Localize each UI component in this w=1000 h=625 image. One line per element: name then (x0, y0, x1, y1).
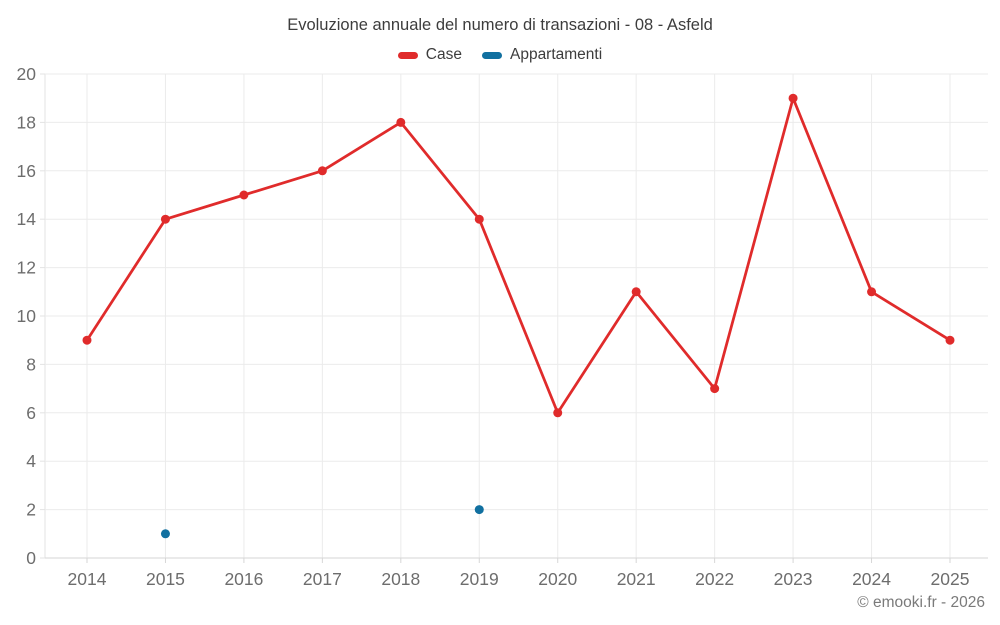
y-tick-label: 18 (17, 112, 36, 132)
appartamenti-point-2015[interactable] (160, 529, 170, 539)
appartamenti-series-swatch-icon (481, 51, 502, 59)
case-point-2017[interactable] (317, 166, 327, 176)
x-axis-labels: 2014 2015 2016 2017 2018 2019 2020 2021 2022 2023… (68, 558, 970, 589)
copyright-text: © emooki.fr - 2026 (857, 594, 985, 611)
x-tick-label: 2022 (695, 569, 734, 589)
case-point-2022[interactable] (710, 384, 720, 394)
x-tick-label: 2015 (146, 569, 185, 589)
case-series-points (82, 93, 955, 418)
case-point-2023[interactable] (788, 93, 798, 103)
case-point-2021[interactable] (631, 287, 641, 297)
x-tick-label: 2024 (852, 569, 891, 589)
y-tick-label: 6 (26, 403, 36, 423)
appartamenti-series-points (160, 505, 484, 539)
case-series-swatch-icon (397, 51, 418, 59)
x-tick-label: 2019 (460, 569, 499, 589)
x-tick-label: 2017 (303, 569, 342, 589)
x-tick-label: 2018 (381, 569, 420, 589)
y-tick-label: 12 (17, 258, 36, 278)
case-point-2025[interactable] (945, 335, 955, 345)
case-point-2016[interactable] (239, 190, 249, 200)
y-tick-label: 16 (17, 161, 36, 181)
y-tick-label: 8 (26, 354, 36, 374)
x-tick-label: 2014 (68, 569, 107, 589)
case-point-2019[interactable] (474, 214, 484, 224)
legend-item-case[interactable]: Case (397, 46, 462, 64)
case-point-2024[interactable] (867, 287, 877, 297)
y-tick-label: 10 (17, 306, 37, 326)
case-point-2020[interactable] (553, 408, 563, 418)
y-tick-label: 14 (17, 209, 37, 229)
case-point-2015[interactable] (160, 214, 170, 224)
legend-item-appartamenti[interactable]: Appartamenti (481, 46, 603, 64)
case-point-2014[interactable] (82, 335, 92, 345)
case-series-line (85, 96, 952, 415)
horizontal-gridlines (40, 73, 988, 559)
appartamenti-point-2019[interactable] (474, 505, 484, 515)
chart-legend: Case Appartamenti (0, 46, 1000, 64)
y-tick-label: 20 (17, 64, 37, 84)
y-axis-labels: 0 2 4 6 8 10 12 14 16 18 20 (17, 64, 37, 568)
x-tick-label: 2020 (538, 569, 577, 589)
x-tick-label: 2025 (931, 569, 970, 589)
x-tick-label: 2023 (774, 569, 813, 589)
x-tick-label: 2021 (617, 569, 656, 589)
legend-item-label: Case (425, 46, 462, 63)
y-tick-label: 0 (26, 548, 36, 568)
case-point-2018[interactable] (396, 117, 406, 127)
y-tick-label: 2 (26, 500, 36, 520)
chart-title: Evoluzione annuale del numero di transaz… (287, 16, 713, 34)
x-tick-label: 2016 (224, 569, 263, 589)
y-tick-label: 4 (26, 451, 36, 471)
legend-item-label: Appartamenti (509, 46, 603, 63)
